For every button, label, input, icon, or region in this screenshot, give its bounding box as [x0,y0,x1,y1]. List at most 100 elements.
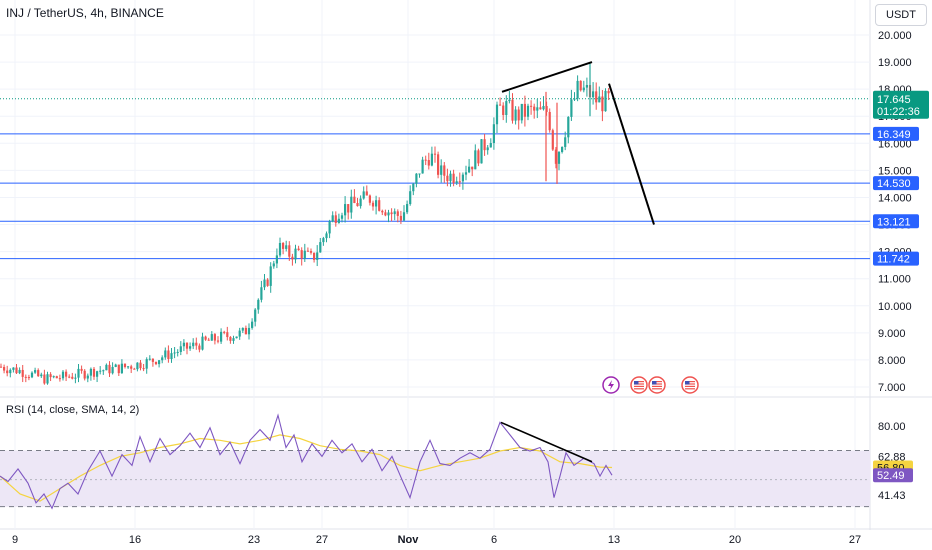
candle-body [226,332,229,338]
candle-body [154,361,158,365]
price-tick-label: 11.000 [878,274,911,286]
flag-stripe [634,381,644,383]
last-price-label: 17.645 [877,94,911,106]
candle-body [111,366,114,374]
candle-body [533,106,536,111]
candle-body [179,346,182,352]
candle-body [595,91,598,103]
candle-body [517,109,520,121]
candle-body [489,143,492,148]
price-tick-label: 16.000 [878,138,912,150]
lightning-icon [602,376,620,394]
candle-body [514,109,517,121]
candle-body [511,99,514,121]
rsi-line [0,413,613,510]
candle-body [378,200,381,211]
price-tick-label: 9.000 [878,328,906,340]
candle-body [359,198,362,207]
candle-body [201,336,204,350]
candle-body [21,369,24,377]
candle-body [195,342,198,346]
candle-body [43,374,46,384]
candle-body [381,210,384,213]
candle-body [365,191,368,196]
candle-body [409,191,412,205]
candle-body [548,111,551,131]
candle-body [77,368,80,378]
candle-body [468,166,471,173]
candle-body [278,243,282,256]
candle-body [167,350,170,360]
flag-icon-ring [681,376,699,394]
candle-body [232,338,235,341]
candle-body [421,159,424,174]
bar-countdown-label: 01:22:36 [877,106,920,118]
rsi-band-fill [0,450,870,507]
rsi-tick-label: 41.43 [878,490,906,502]
level-price-label: 11.742 [877,254,910,266]
level-price-label: 16.349 [877,129,911,141]
candle-body [322,238,325,243]
candle-body [204,336,207,340]
candle-body [437,154,440,175]
candle-body [508,99,511,102]
candle-body [108,364,111,374]
candle-body [3,367,6,371]
candle-body [68,376,71,378]
candle-body [337,218,340,223]
candle-body [573,98,576,100]
candle-body [424,159,427,161]
candle-body [102,370,105,372]
candle-body [399,215,402,221]
candle-body [30,372,34,378]
candle-body [523,103,526,117]
candle-body [96,371,99,377]
candle-body [223,331,226,333]
candle-body [12,367,15,370]
rsi-tick-label: 80.00 [878,421,906,433]
candle-body [34,370,37,373]
candle-body [353,196,356,204]
candle-body [530,105,533,107]
candle-body [526,105,530,117]
candle-body [477,150,480,164]
candle-body [452,173,455,183]
candle-body [161,357,164,361]
time-tick-label: 23 [248,534,260,546]
candle-body [505,101,508,115]
candle-body [74,377,77,379]
price-tick-label: 20.000 [878,30,912,42]
candle-body [551,130,554,150]
currency-selector[interactable]: USDT [875,4,927,26]
candle-body [18,369,21,374]
rsi-value-label: 52.49 [877,470,905,482]
candle-body [148,358,151,360]
candle-body [585,84,588,88]
time-tick-label: 20 [729,534,741,546]
candle-body [198,345,201,350]
price-tick-label: 15.000 [878,165,912,177]
candle-body [356,203,359,207]
candle-body [189,346,192,349]
flag-stripe [685,383,695,385]
candle-body [213,334,216,341]
candle-body [502,105,505,115]
candle-body [24,376,27,378]
flag-stripe [634,385,644,387]
candle-body [542,106,545,110]
candle-body [220,331,223,342]
time-tick-label: Nov [398,534,420,546]
candle-body [480,139,483,164]
flag-stripe [652,388,662,390]
candle-body [350,196,353,213]
flag-canton [652,381,657,385]
projected-drop-line [608,83,655,225]
candle-body [269,266,272,286]
candle-body [396,211,399,216]
rsi-divergence-line [500,421,593,463]
candle-body [604,90,607,112]
candle-body [229,337,232,341]
candle-body [80,368,83,371]
candle-body [464,172,468,175]
